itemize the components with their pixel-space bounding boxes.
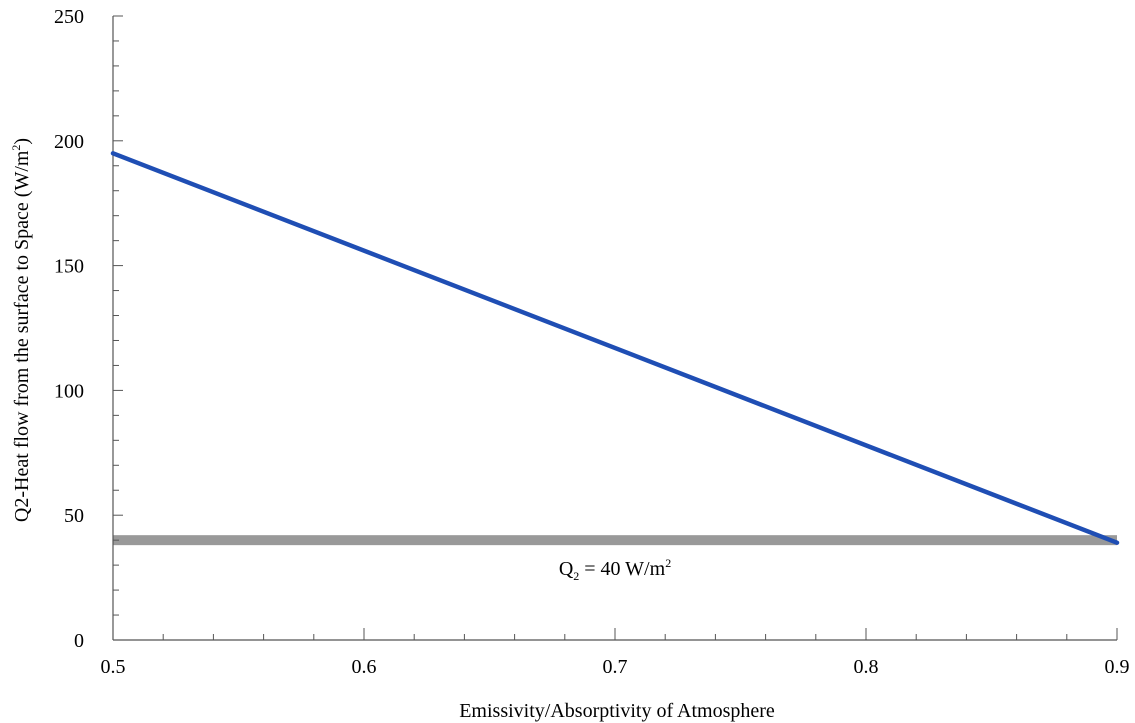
y-tick-label: 250: [54, 6, 84, 28]
reference-band-label: Q2 = 40 W/m2: [559, 556, 671, 583]
x-tick-label: 0.8: [854, 656, 879, 678]
series-line: [110, 151, 1120, 545]
y-axis-title-main: Q2-Heat flow from the surface to Space (…: [11, 150, 33, 522]
y-axis-title-close: ): [11, 138, 33, 145]
y-axis-title-sup: 2: [9, 145, 23, 151]
series-layer: [110, 151, 1120, 545]
y-tick-label: 200: [54, 131, 84, 153]
band-label-q: Q: [559, 558, 574, 580]
band-label-sup: 2: [665, 556, 671, 570]
y-tick-label: 0: [74, 630, 84, 652]
axes: [112, 15, 1118, 641]
reference-band-layer: [113, 535, 1117, 546]
reference-band: [113, 535, 1117, 546]
x-tick-label: 0.7: [603, 656, 628, 678]
x-tick-label: 0.5: [101, 656, 126, 678]
y-tick-label: 150: [54, 256, 84, 278]
y-tick-label: 100: [54, 380, 84, 402]
x-tick-labels: 0.5 0.6 0.7 0.8 0.9: [101, 656, 1130, 678]
band-label-rest: = 40 W/m: [579, 558, 665, 580]
x-axis-title: Emissivity/Absorptivity of Atmosphere: [459, 700, 775, 722]
y-tick-label: 50: [64, 505, 84, 527]
y-axis-title: Q2-Heat flow from the surface to Space (…: [9, 138, 33, 522]
x-tick-label: 0.6: [352, 656, 377, 678]
x-tick-label: 0.9: [1105, 656, 1130, 678]
band-label-sub: 2: [573, 569, 579, 583]
y-tick-labels: 0 50 100 150 200 250: [54, 6, 84, 652]
